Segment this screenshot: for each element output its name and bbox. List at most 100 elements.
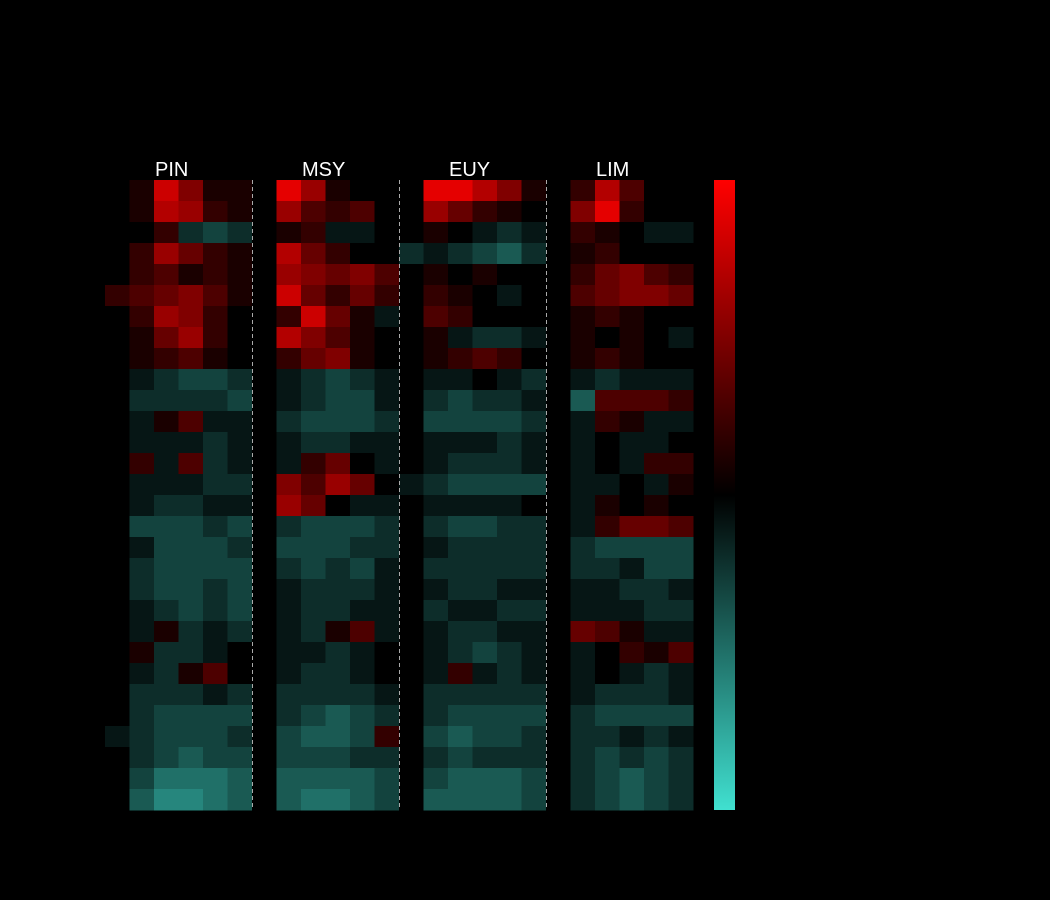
cell: [227, 642, 253, 664]
cell: [497, 180, 522, 202]
cell: [570, 537, 596, 559]
cell: [374, 411, 400, 433]
cell: [350, 390, 375, 412]
cell: [350, 285, 375, 307]
cell: [325, 726, 351, 748]
cell: [276, 264, 302, 286]
cell: [178, 684, 204, 706]
cell: [644, 264, 669, 286]
cell: [252, 747, 277, 769]
cell: [227, 243, 253, 265]
cell: [644, 642, 669, 664]
cell: [350, 726, 375, 748]
cell: [374, 537, 400, 559]
cell: [423, 390, 449, 412]
cell: [129, 726, 155, 748]
cell: [399, 201, 424, 223]
cell: [203, 453, 228, 475]
cell: [423, 789, 449, 811]
cell: [350, 558, 375, 580]
cell: [423, 558, 449, 580]
cell: [521, 495, 547, 517]
cell: [325, 180, 351, 202]
cell: [619, 453, 645, 475]
cell: [521, 579, 547, 601]
cell: [105, 390, 130, 412]
cell: [301, 495, 326, 517]
cell: [644, 747, 669, 769]
cell: [178, 726, 204, 748]
cell: [178, 453, 204, 475]
cell: [129, 243, 155, 265]
cell: [374, 495, 400, 517]
cell: [595, 621, 620, 643]
cell: [472, 768, 498, 790]
cell: [350, 432, 375, 454]
cell: [521, 432, 547, 454]
cell: [595, 537, 620, 559]
cell: [301, 684, 326, 706]
cell: [350, 474, 375, 496]
cell: [203, 285, 228, 307]
cell: [105, 579, 130, 601]
cell: [178, 705, 204, 727]
cell: [595, 558, 620, 580]
cell: [105, 663, 130, 685]
cell: [521, 600, 547, 622]
cell: [619, 390, 645, 412]
cell: [129, 411, 155, 433]
cell: [521, 390, 547, 412]
cell: [350, 495, 375, 517]
cell: [374, 264, 400, 286]
cell: [448, 516, 473, 538]
cell: [178, 411, 204, 433]
cell: [350, 222, 375, 244]
cell: [448, 558, 473, 580]
cell: [668, 600, 694, 622]
cell: [423, 537, 449, 559]
cell: [595, 264, 620, 286]
cell: [203, 432, 228, 454]
cell: [154, 306, 179, 328]
cell: [472, 621, 498, 643]
cell: [301, 243, 326, 265]
cell: [570, 663, 596, 685]
cell: [325, 558, 351, 580]
cell: [448, 180, 473, 202]
cell: [497, 726, 522, 748]
cell: [154, 390, 179, 412]
cell: [497, 516, 522, 538]
cell: [129, 579, 155, 601]
cell: [105, 726, 130, 748]
cell: [301, 705, 326, 727]
cell: [399, 243, 424, 265]
cell: [227, 684, 253, 706]
cell: [105, 537, 130, 559]
cell: [154, 369, 179, 391]
cell: [301, 264, 326, 286]
cell: [301, 768, 326, 790]
cell: [399, 600, 424, 622]
cell: [178, 558, 204, 580]
cell: [252, 264, 277, 286]
cell: [203, 243, 228, 265]
cell: [203, 558, 228, 580]
cell: [472, 327, 498, 349]
cell: [595, 390, 620, 412]
cell: [227, 621, 253, 643]
cell: [105, 558, 130, 580]
cell: [399, 684, 424, 706]
cell: [325, 201, 351, 223]
cell: [472, 390, 498, 412]
column-label: LIM: [596, 159, 629, 181]
cell: [595, 432, 620, 454]
cell: [595, 747, 620, 769]
cell: [644, 789, 669, 811]
cell: [325, 495, 351, 517]
cell: [203, 768, 228, 790]
cell: [619, 222, 645, 244]
cell: [546, 411, 571, 433]
cell: [472, 705, 498, 727]
cell: [325, 789, 351, 811]
cell: [644, 453, 669, 475]
